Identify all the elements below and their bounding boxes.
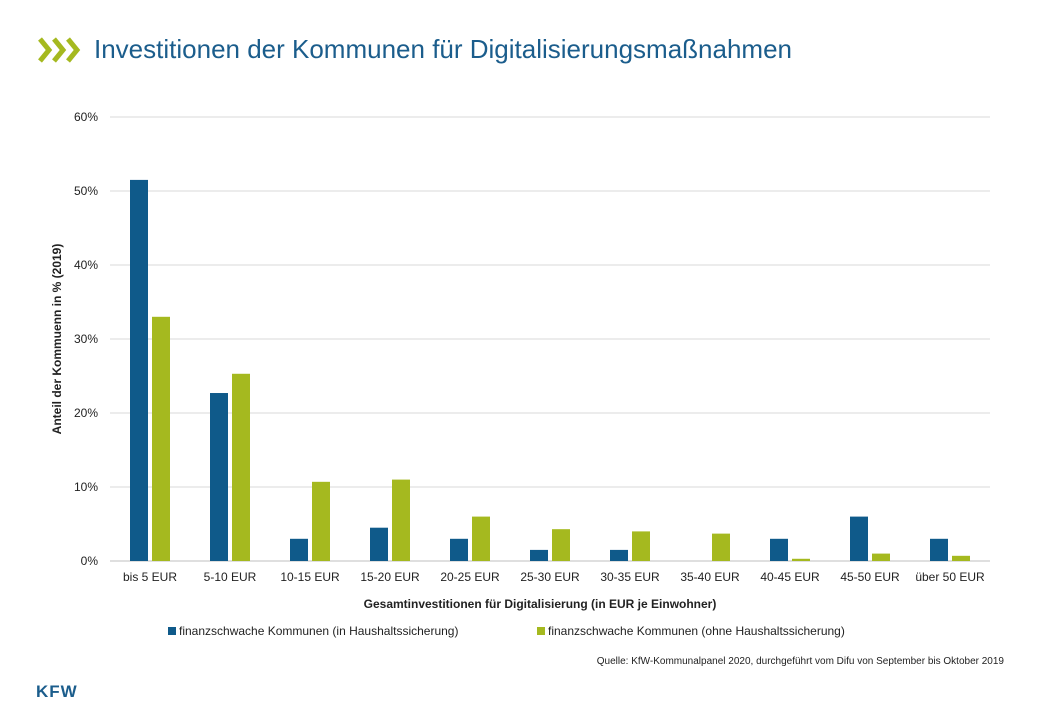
bar-series-2 — [872, 553, 890, 561]
bar-series-2 — [712, 533, 730, 561]
y-tick-label: 30% — [74, 332, 98, 346]
x-tick-label: bis 5 EUR — [123, 570, 177, 584]
x-tick-label: 10-15 EUR — [280, 570, 340, 584]
x-tick-label: 30-35 EUR — [600, 570, 660, 584]
bar-series-2 — [552, 529, 570, 561]
bar-series-2 — [232, 373, 250, 561]
x-tick-label: 20-25 EUR — [440, 570, 500, 584]
bar-series-1 — [130, 179, 148, 561]
title-row: Investitionen der Kommunen für Digitalis… — [36, 34, 792, 65]
bar-chart: 0% 10% 20% 30% 40% 50% 60% bis 5 EUR 5-10 EUR 10-… — [50, 110, 990, 638]
bar-series-2 — [312, 481, 330, 561]
kfw-logo: KFW — [36, 682, 78, 701]
bar-series-2 — [392, 479, 410, 561]
legend-label: finanzschwache Kommunen (ohne Haushaltss… — [548, 624, 845, 638]
legend-swatch — [168, 627, 176, 635]
bar-series-2 — [792, 558, 810, 561]
x-axis-title: Gesamtinvestitionen für Digitalisierung … — [364, 597, 717, 611]
bar-series-2 — [152, 316, 170, 561]
y-tick-label: 0% — [81, 554, 99, 568]
x-tick-label: 5-10 EUR — [204, 570, 257, 584]
y-tick-label: 10% — [74, 480, 98, 494]
bar-series-1 — [450, 538, 468, 561]
legend-label: finanzschwache Kommunen (in Haushaltssic… — [179, 624, 458, 638]
bar-series-1 — [290, 538, 308, 561]
bar-series-1 — [930, 538, 948, 561]
x-tick-label: 25-30 EUR — [520, 570, 580, 584]
page-title: Investitionen der Kommunen für Digitalis… — [94, 34, 793, 64]
y-axis-title: Anteil der Kommuenn in % (2019) — [50, 244, 64, 435]
bar-series-1 — [370, 527, 388, 561]
chevrons-icon — [38, 36, 81, 63]
y-tick-label: 40% — [74, 258, 98, 272]
bar-series-1 — [610, 549, 628, 561]
bar-series-1 — [530, 549, 548, 561]
x-tick-label: 15-20 EUR — [360, 570, 420, 584]
bar-series-1 — [210, 393, 228, 561]
y-tick-label: 50% — [74, 184, 98, 198]
bar-series-2 — [632, 531, 650, 561]
y-tick-label: 60% — [74, 110, 98, 124]
x-tick-label: 40-45 EUR — [760, 570, 820, 584]
x-tick-label: über 50 EUR — [915, 570, 985, 584]
bar-series-1 — [770, 538, 788, 561]
x-tick-label: 35-40 EUR — [680, 570, 740, 584]
bar-series-2 — [952, 555, 970, 561]
x-tick-label: 45-50 EUR — [840, 570, 900, 584]
bar-series-2 — [472, 516, 490, 561]
source-note: Quelle: KfW-Kommunalpanel 2020, durchgef… — [596, 656, 1004, 667]
bar-series-1 — [850, 516, 868, 561]
y-tick-label: 20% — [74, 406, 98, 420]
legend-swatch — [537, 627, 545, 635]
